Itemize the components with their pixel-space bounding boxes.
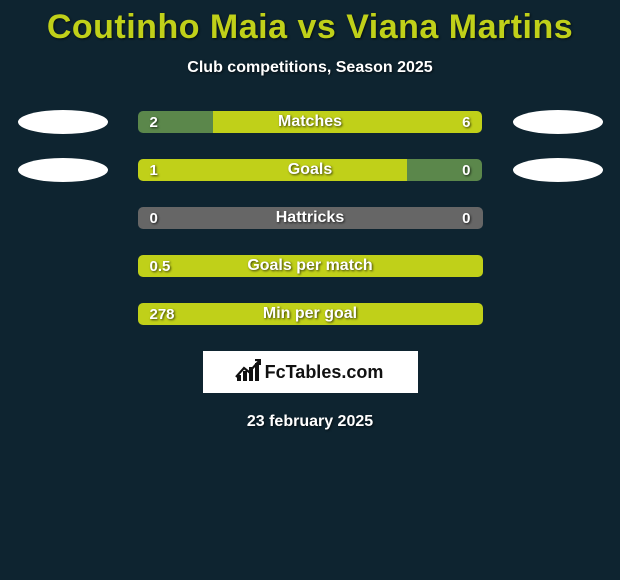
stat-row: Hattricks00 bbox=[0, 207, 620, 229]
date-label: 23 february 2025 bbox=[0, 413, 620, 431]
page-title: Coutinho Maia vs Viana Martins bbox=[0, 0, 620, 47]
ellipse-icon bbox=[18, 110, 108, 134]
brand-name: FcTables.com bbox=[265, 362, 384, 383]
right-player-badge bbox=[503, 302, 613, 326]
stat-row: Goals per match0.5 bbox=[0, 255, 620, 277]
stat-left-value: 2 bbox=[150, 111, 158, 133]
right-player-badge bbox=[503, 254, 613, 278]
stat-left-value: 278 bbox=[150, 303, 175, 325]
stat-row: Matches26 bbox=[0, 111, 620, 133]
bar-left-segment bbox=[138, 159, 407, 181]
stat-row: Min per goal278 bbox=[0, 303, 620, 325]
stat-bar: Min per goal278 bbox=[138, 303, 483, 325]
left-player-badge bbox=[8, 302, 118, 326]
stat-left-value: 1 bbox=[150, 159, 158, 181]
bar-right-segment bbox=[407, 159, 483, 181]
chart-arrow-icon bbox=[235, 359, 261, 379]
stat-bar: Hattricks00 bbox=[138, 207, 483, 229]
chart-bars-icon bbox=[237, 363, 259, 381]
stat-left-value: 0.5 bbox=[150, 255, 171, 277]
stat-bar: Goals per match0.5 bbox=[138, 255, 483, 277]
stat-left-value: 0 bbox=[150, 207, 158, 229]
left-player-badge bbox=[8, 254, 118, 278]
ellipse-icon bbox=[513, 158, 603, 182]
ellipse-icon bbox=[18, 158, 108, 182]
left-player-badge bbox=[8, 110, 118, 134]
stats-container: Matches26Goals10Hattricks00Goals per mat… bbox=[0, 111, 620, 325]
page-subtitle: Club competitions, Season 2025 bbox=[0, 59, 620, 77]
stat-row: Goals10 bbox=[0, 159, 620, 181]
stat-bar: Matches26 bbox=[138, 111, 483, 133]
right-player-badge bbox=[503, 206, 613, 230]
left-player-badge bbox=[8, 206, 118, 230]
brand-badge: FcTables.com bbox=[203, 351, 418, 393]
left-player-badge bbox=[8, 158, 118, 182]
bar-left-segment bbox=[138, 255, 483, 277]
stat-right-value: 0 bbox=[462, 207, 470, 229]
right-player-badge bbox=[503, 158, 613, 182]
stat-bar: Goals10 bbox=[138, 159, 483, 181]
stat-right-value: 6 bbox=[462, 111, 470, 133]
bar-left-segment bbox=[138, 207, 483, 229]
ellipse-icon bbox=[513, 110, 603, 134]
right-player-badge bbox=[503, 110, 613, 134]
stat-right-value: 0 bbox=[462, 159, 470, 181]
bar-left-segment bbox=[138, 303, 483, 325]
bar-right-segment bbox=[213, 111, 482, 133]
